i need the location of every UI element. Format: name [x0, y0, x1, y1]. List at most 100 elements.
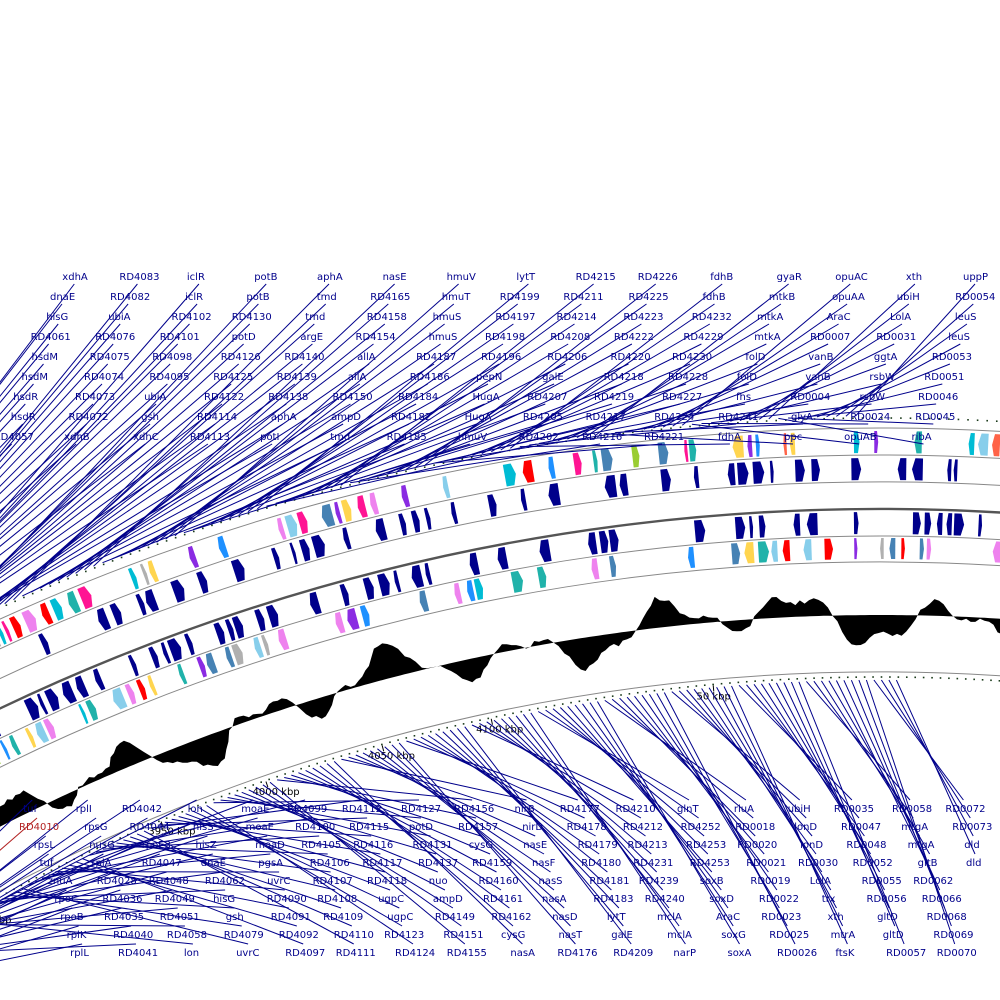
gene-label: hsdR	[11, 412, 36, 423]
gene-feature-arrow	[608, 555, 617, 578]
gene-feature-arrow	[127, 654, 139, 677]
outer-tick	[480, 454, 482, 457]
inner-tick	[364, 748, 367, 750]
gene-label: RD4154	[356, 332, 396, 343]
gene-label: RD4124	[395, 948, 435, 959]
label-leader	[0, 907, 178, 925]
label-leader	[559, 707, 709, 855]
gene-label: cysG	[501, 930, 525, 941]
gene-feature-arrow	[919, 538, 924, 560]
gene-label: allA	[348, 372, 367, 383]
gene-label: RD4122	[204, 392, 244, 403]
gene-label: HugA	[465, 412, 492, 423]
gene-label: RD4215	[576, 272, 616, 283]
gene-feature-arrow	[536, 566, 547, 589]
gene-label: RD4207	[527, 392, 567, 403]
gene-label: nasD	[552, 912, 578, 923]
gene-label: RD0070	[937, 948, 977, 959]
gene-label: RD4209	[613, 948, 653, 959]
gene-feature-arrow	[419, 590, 430, 612]
gene-label: opuAC	[835, 272, 867, 283]
label-leader	[420, 736, 596, 837]
label-leader	[615, 423, 804, 433]
gene-label: RD4076	[95, 332, 135, 343]
inner-tick	[956, 677, 959, 680]
gene-label: soxD	[709, 894, 734, 905]
gene-label: RD4210	[616, 804, 656, 815]
gene-feature-arrow	[78, 703, 89, 724]
gene-feature-arrow	[947, 459, 952, 482]
outer-tick	[339, 486, 342, 489]
inner-tick	[712, 683, 714, 686]
outer-tick	[284, 501, 287, 504]
label-leader	[0, 383, 103, 487]
gene-feature-arrow	[889, 538, 896, 560]
gene-label: RD4252	[681, 822, 721, 833]
inner-tick	[81, 854, 83, 857]
gene-feature-arrow	[771, 540, 779, 562]
gene-feature-arrow	[806, 512, 818, 536]
label-leader	[350, 443, 601, 484]
label-leader	[0, 907, 73, 937]
label-leader	[0, 423, 284, 600]
gene-feature-arrow	[398, 513, 407, 536]
label-leader	[0, 323, 121, 463]
gene-label: RD4211	[563, 292, 603, 303]
label-leader	[331, 303, 582, 489]
outer-tick	[174, 536, 177, 539]
gene-label: RD4206	[547, 352, 587, 363]
label-leader	[0, 853, 49, 888]
label-leader	[850, 680, 946, 909]
gene-feature-arrow	[284, 514, 298, 538]
gene-label: RD4223	[623, 312, 663, 323]
gene-label: potB	[254, 272, 277, 283]
gene-label: RD4165	[370, 292, 410, 303]
gene-label: ampD	[433, 894, 463, 905]
gene-label: folD	[745, 352, 765, 363]
gene-label: iclR	[185, 292, 203, 303]
gene-feature-arrow	[727, 463, 736, 486]
gene-label: RD4073	[75, 392, 115, 403]
inner-tick	[220, 795, 223, 798]
gene-label: RD4028	[97, 876, 137, 887]
label-leader	[387, 363, 629, 475]
label-leader	[0, 443, 77, 512]
gene-feature-arrow	[631, 445, 640, 468]
gene-label: RD4113	[190, 432, 230, 443]
gene-feature-arrow	[61, 680, 78, 704]
label-leader	[368, 403, 613, 479]
gene-label: leuS	[955, 312, 977, 323]
gene-feature-arrow	[747, 434, 753, 458]
gene-label: dnaE	[201, 858, 226, 869]
gene-label: RD4181	[589, 876, 629, 887]
gene-label: aphA	[271, 412, 297, 423]
label-leader	[0, 871, 115, 921]
label-leader	[0, 363, 171, 528]
label-leader	[333, 761, 523, 945]
gene-label: rpoC	[54, 894, 78, 905]
inner-tick	[205, 801, 207, 804]
label-leader	[672, 303, 848, 427]
gene-feature-arrow	[160, 642, 172, 664]
gene-label: RD4139	[277, 372, 317, 383]
label-leader	[0, 871, 167, 919]
inner-tick	[111, 840, 114, 843]
label-leader	[0, 363, 240, 570]
gene-feature-arrow	[748, 516, 754, 539]
outer-tick	[67, 577, 69, 580]
gene-feature-arrow	[231, 643, 244, 666]
gene-feature-arrow	[657, 442, 669, 465]
inner-tick	[197, 804, 199, 807]
gene-label: RD4072	[69, 412, 109, 423]
gene-label: moaE	[241, 804, 269, 815]
outer-tick	[349, 484, 351, 486]
inner-tick	[260, 781, 263, 783]
gene-label: RD4240	[645, 894, 685, 905]
outer-tick	[85, 570, 87, 573]
gene-feature-arrow	[953, 513, 965, 536]
gene-feature-arrow	[688, 439, 697, 462]
gene-label: soxG	[721, 930, 746, 941]
gene-label: RD4140	[284, 352, 324, 363]
gene-label: AraC	[827, 312, 851, 323]
